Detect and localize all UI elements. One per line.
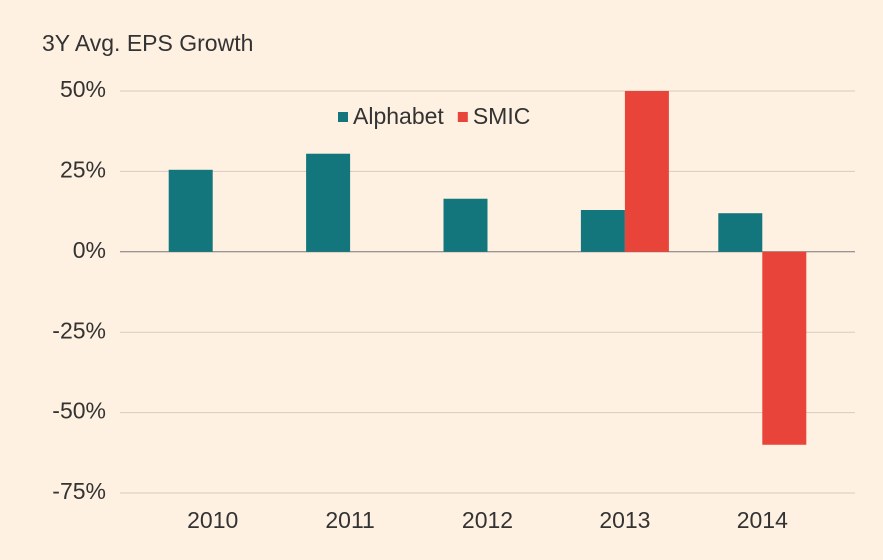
y-tick-label: -50% <box>52 398 106 424</box>
x-tick-label: 2010 <box>187 507 238 533</box>
x-tick-label: 2012 <box>462 507 513 533</box>
y-tick-label: 25% <box>60 156 106 182</box>
bar <box>306 153 351 252</box>
y-tick-label: -25% <box>52 317 106 343</box>
y-tick-label: -75% <box>52 478 106 504</box>
y-tick-label: 0% <box>73 237 106 263</box>
bar <box>443 198 488 252</box>
legend-label: SMIC <box>473 103 531 129</box>
legend-swatch <box>457 112 468 122</box>
legend-swatch <box>338 112 348 122</box>
bar <box>718 213 763 252</box>
bar <box>762 251 807 445</box>
bar <box>624 91 669 252</box>
bar <box>168 169 213 252</box>
bar <box>580 209 625 252</box>
x-tick-label: 2014 <box>737 507 788 533</box>
chart-title: 3Y Avg. EPS Growth <box>42 30 253 56</box>
x-tick-label: 2013 <box>599 507 650 533</box>
legend-label: Alphabet <box>353 103 444 129</box>
y-tick-label: 50% <box>60 76 106 102</box>
x-tick-label: 2011 <box>325 507 374 533</box>
